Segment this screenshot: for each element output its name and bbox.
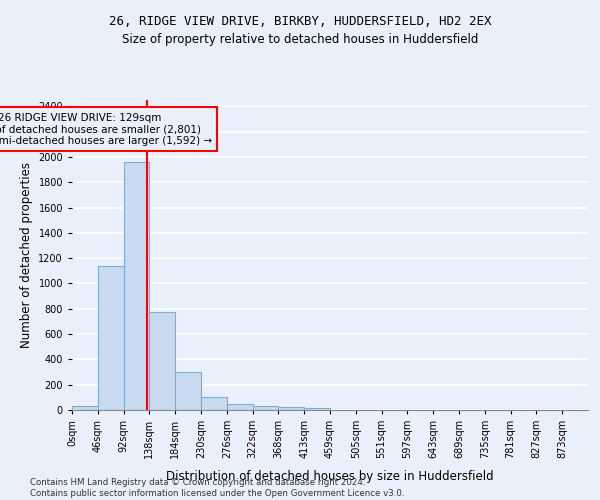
- Bar: [175, 372, 201, 410]
- Text: 26 RIDGE VIEW DRIVE: 129sqm
← 63% of detached houses are smaller (2,801)
36% of : 26 RIDGE VIEW DRIVE: 129sqm ← 63% of det…: [0, 112, 212, 146]
- Text: Size of property relative to detached houses in Huddersfield: Size of property relative to detached ho…: [122, 32, 478, 46]
- Bar: [304, 408, 330, 410]
- Bar: [98, 266, 124, 410]
- Bar: [253, 406, 278, 410]
- X-axis label: Distribution of detached houses by size in Huddersfield: Distribution of detached houses by size …: [166, 470, 494, 482]
- Text: 26, RIDGE VIEW DRIVE, BIRKBY, HUDDERSFIELD, HD2 2EX: 26, RIDGE VIEW DRIVE, BIRKBY, HUDDERSFIE…: [109, 15, 491, 28]
- Bar: [227, 404, 253, 410]
- Bar: [201, 396, 227, 410]
- Bar: [278, 407, 304, 410]
- Y-axis label: Number of detached properties: Number of detached properties: [20, 162, 32, 348]
- Text: Contains HM Land Registry data © Crown copyright and database right 2024.
Contai: Contains HM Land Registry data © Crown c…: [30, 478, 404, 498]
- Bar: [149, 312, 175, 410]
- Bar: [72, 406, 98, 410]
- Bar: [124, 162, 149, 410]
